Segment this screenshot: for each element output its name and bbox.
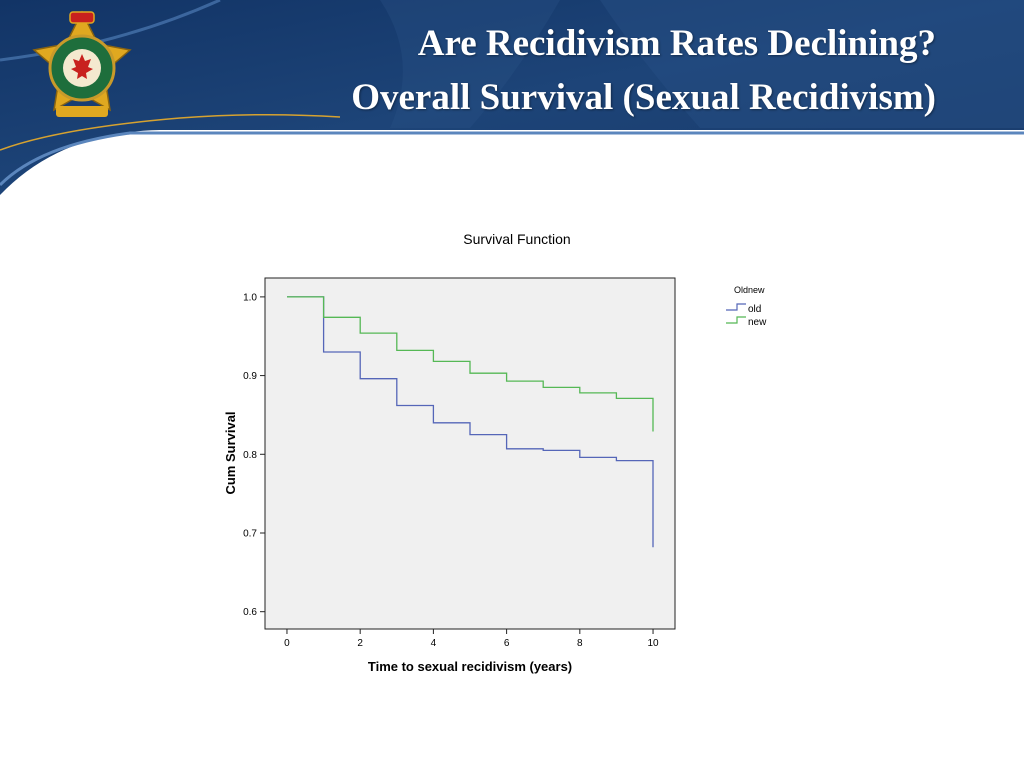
x-tick-label: 6 xyxy=(504,638,510,649)
x-tick-label: 4 xyxy=(431,638,437,649)
plot-area xyxy=(264,277,676,630)
chart-title: Survival Function xyxy=(463,231,570,247)
series-layer xyxy=(287,296,654,548)
x-axis-label: Time to sexual recidivism (years) xyxy=(368,659,572,674)
header-texture xyxy=(600,0,1024,128)
header-background xyxy=(0,0,1024,195)
axes: 0 2 4 6 8 10 0.6 0.7 0.8 0.9 1.0 xyxy=(243,292,659,649)
agency-logo xyxy=(32,10,132,117)
x-tick-label: 10 xyxy=(647,638,659,649)
series-line-new xyxy=(287,296,654,432)
logo-scroll xyxy=(56,106,108,117)
legend-items: old new xyxy=(726,303,767,328)
header-swoosh xyxy=(0,113,341,151)
slide-title-line2: Overall Survival (Sexual Recidivism) xyxy=(351,77,936,118)
y-tick-label: 0.8 xyxy=(243,450,257,461)
x-tick-label: 8 xyxy=(577,638,583,649)
legend-label-old: old xyxy=(748,304,761,315)
maple-leaf-icon xyxy=(71,54,93,79)
y-axis-label: Cum Survival xyxy=(223,411,238,494)
y-tick-label: 0.6 xyxy=(243,607,257,618)
slide-title-line1: Are Recidivism Rates Declining? xyxy=(417,23,936,64)
y-tick-label: 0.7 xyxy=(243,528,257,539)
legend-title: Oldnew xyxy=(734,285,765,295)
legend-marker-new xyxy=(726,316,746,324)
y-tick-label: 1.0 xyxy=(243,292,257,303)
x-tick-label: 2 xyxy=(357,638,363,649)
legend-label-new: new xyxy=(748,317,767,328)
legend-marker-old xyxy=(726,303,746,311)
header-banner xyxy=(0,0,1024,195)
header-swoosh xyxy=(0,131,1024,187)
logo-crown xyxy=(69,11,95,24)
series-line-old xyxy=(287,296,654,548)
header-swoosh xyxy=(0,0,221,62)
legend: Oldnew old new xyxy=(726,285,767,328)
header-texture xyxy=(380,0,560,128)
x-tick-label: 0 xyxy=(284,638,290,649)
y-tick-label: 0.9 xyxy=(243,371,257,382)
